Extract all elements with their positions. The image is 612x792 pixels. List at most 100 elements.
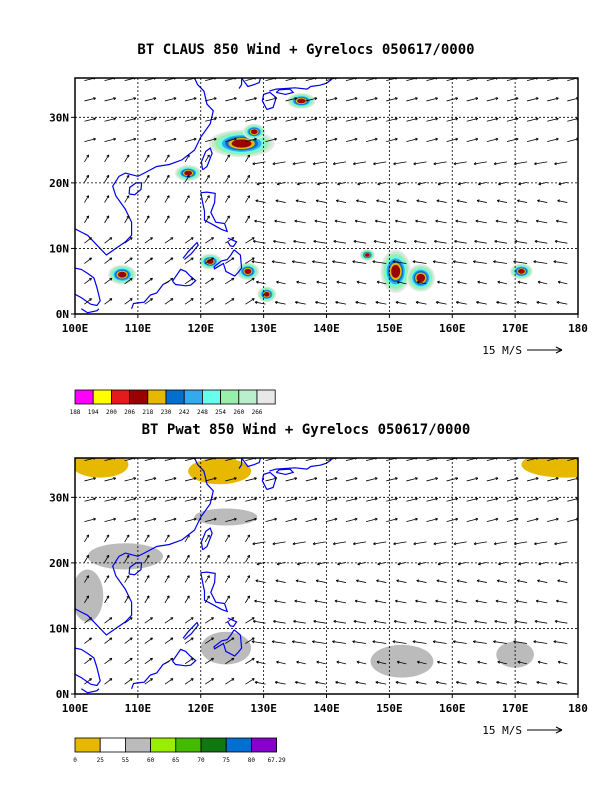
wind-arrow (373, 541, 387, 546)
wind-arrow (415, 599, 427, 604)
wind-arrow (285, 497, 298, 502)
wind-arrow (356, 280, 367, 285)
wind-arrow (396, 280, 407, 285)
wind-arrow (245, 298, 255, 305)
colorbar-swatch (200, 737, 227, 753)
wind-arrow (104, 257, 113, 264)
wind-arrow (476, 300, 487, 305)
shaded-field (75, 458, 129, 478)
wind-arrow (271, 260, 286, 264)
coastline (238, 458, 262, 469)
wind-arrow (245, 257, 255, 264)
wind-arrow (84, 534, 90, 543)
wind-arrow (124, 97, 137, 102)
wind-arrow (497, 280, 508, 285)
wind-arrow (245, 137, 257, 142)
wind-arrow (486, 137, 499, 142)
wind-arrow (305, 497, 318, 502)
field-ring (370, 644, 434, 678)
wind-arrow (285, 117, 298, 122)
wind-arrow (144, 137, 157, 142)
wind-arrow (204, 174, 210, 183)
colorbar-label: 60 (147, 757, 155, 764)
y-tick-label: 0N (56, 308, 69, 321)
wind-arrow (366, 497, 378, 502)
wind-arrow (335, 579, 347, 583)
wind-arrow (547, 97, 559, 102)
wind-arrow (252, 239, 266, 244)
wind-arrow (144, 174, 150, 183)
y-tick-label: 20N (49, 177, 69, 190)
wind-arrow (245, 554, 250, 563)
wind-arrow (366, 517, 378, 522)
field-ring (244, 268, 252, 275)
wind-arrow (373, 161, 387, 166)
wind-arrow (164, 534, 170, 543)
wind-arrow (334, 219, 347, 224)
field-ring (75, 569, 104, 622)
wind-arrow (466, 477, 479, 482)
wind-arrow (184, 257, 194, 264)
wind-arrow (164, 575, 170, 583)
wind-arrow (314, 219, 326, 224)
colorbar-swatch (165, 389, 185, 405)
wind-arrow (537, 199, 548, 203)
coastline (75, 647, 101, 687)
wind-arrow (456, 579, 467, 583)
wind-arrow (245, 174, 250, 183)
wind-arrow (245, 637, 255, 644)
wind-arrow (272, 161, 286, 166)
wind-arrow (252, 541, 266, 546)
wind-arrow (446, 517, 459, 522)
wind-arrow (84, 657, 92, 665)
wind-arrow (124, 678, 133, 685)
wind-arrow (293, 619, 306, 624)
wind-arrow (498, 181, 508, 186)
wind-arrow (366, 117, 378, 122)
wind-arrow (437, 280, 447, 285)
colorbar-label: 65 (172, 757, 180, 764)
wind-arrow (224, 174, 230, 183)
coastline (75, 78, 214, 256)
wind-arrow (538, 181, 548, 186)
wind-arrow (225, 117, 237, 122)
wind-arrow (373, 619, 387, 624)
wind-arrow (454, 239, 467, 244)
wind-arrow (557, 280, 568, 285)
coastline (131, 660, 170, 690)
colorbar-label: 0 (73, 757, 77, 764)
wind-arrow (354, 219, 367, 224)
wind-arrow (554, 161, 568, 166)
wind-arrow (558, 561, 568, 566)
wind-arrow (124, 554, 130, 563)
colorbar-label: 200 (106, 409, 117, 416)
wind-arrow (265, 117, 277, 122)
wind-arrow (84, 137, 96, 142)
colorbar-label: 254 (215, 409, 226, 416)
wind-arrow (164, 117, 177, 122)
wind-arrow (276, 561, 286, 566)
wind-arrow (476, 680, 487, 685)
wind-arrow (426, 137, 438, 142)
wind-arrow (164, 215, 170, 224)
field-ring (194, 508, 258, 526)
wind-arrow (124, 497, 137, 502)
shaded-field (406, 264, 435, 292)
wind-arrow (305, 477, 318, 482)
coastline (269, 78, 333, 92)
wind-arrow (536, 680, 548, 685)
coastline (131, 280, 170, 310)
wind-arrow (254, 300, 266, 305)
wind-arrow (184, 497, 197, 502)
wind-arrow (245, 678, 255, 685)
wind-arrow (104, 117, 117, 122)
colorbar-swatch (74, 737, 101, 753)
wind-arrow (164, 174, 170, 183)
wind-arrow (164, 97, 177, 102)
wind-arrow (412, 640, 427, 644)
wind-arrow (413, 161, 427, 166)
wind-arrow (104, 657, 113, 665)
colorbar-label: 218 (142, 409, 153, 416)
wind-arrow (204, 595, 210, 604)
colorbar-swatch (147, 389, 167, 405)
